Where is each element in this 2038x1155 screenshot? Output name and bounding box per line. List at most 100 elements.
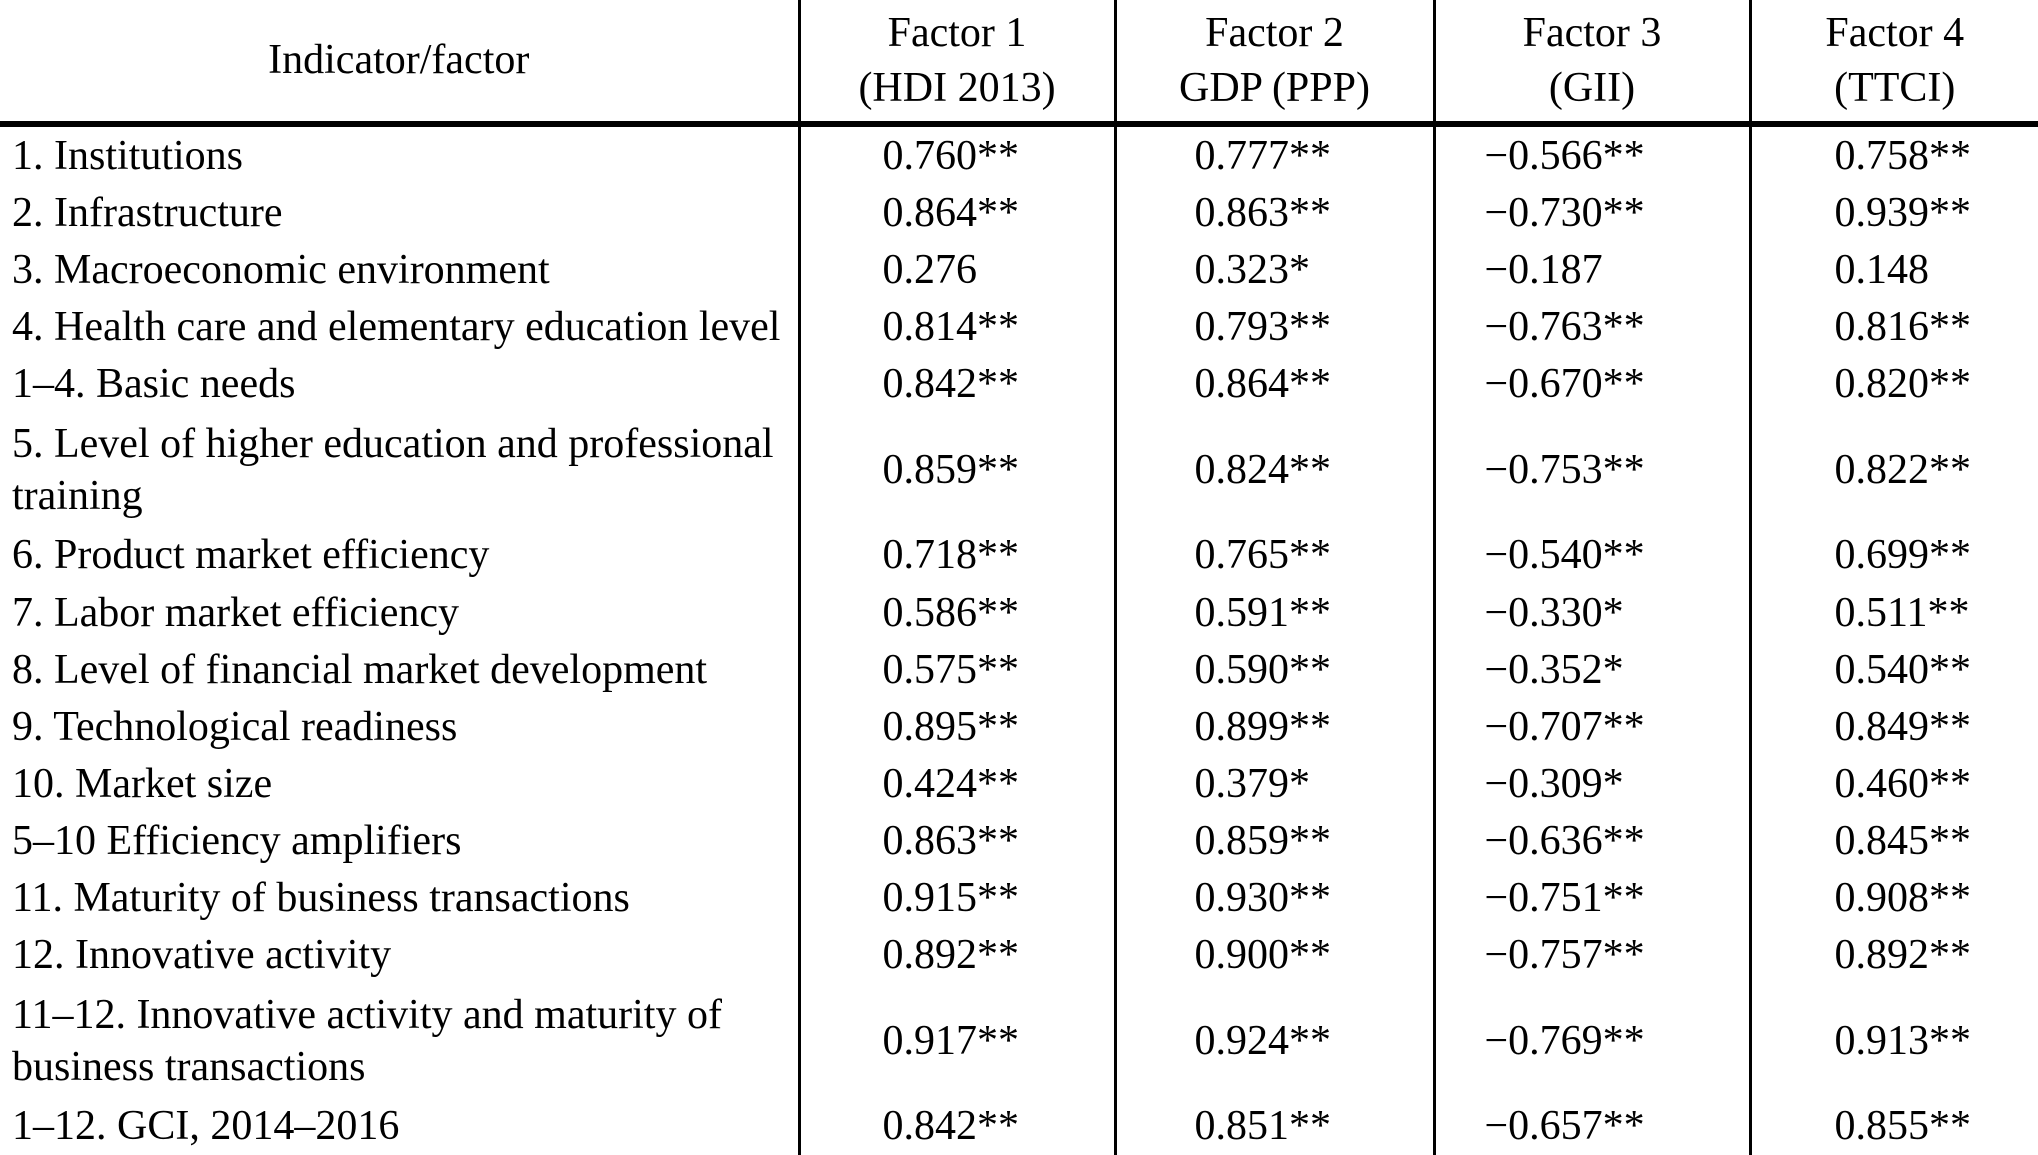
cell-value: 0.824**: [1113, 412, 1434, 527]
cell-value: 0.814**: [797, 298, 1115, 356]
cell-value: −0.757**: [1432, 926, 1750, 984]
row-label: 1–12. GCI, 2014–2016: [12, 1103, 400, 1150]
cell-value: 0.863**: [797, 812, 1115, 870]
cell-value: 0.777**: [1113, 124, 1434, 185]
cell-value: 0.855**: [1748, 1097, 2038, 1155]
cell-value: 0.276: [797, 241, 1115, 299]
header-indicator-factor: Indicator/factor: [0, 0, 799, 127]
row-label: 8. Level of financial market development: [12, 646, 708, 693]
table-row: 6. Product market efficiency 0.718** 0.765…: [0, 526, 2038, 585]
cell-value: 0.323*: [1113, 241, 1434, 299]
cell-value: 0.913**: [1748, 983, 2038, 1098]
cell-value: 0.892**: [1748, 926, 2038, 984]
cell-value: 0.822**: [1748, 412, 2038, 527]
table-row: 5–10 Efficiency amplifiers 0.863** 0.859**…: [0, 812, 2038, 870]
header-factor-1-line2: (HDI 2013): [858, 64, 1056, 111]
cell-value: 0.895**: [797, 698, 1115, 756]
row-label: 12. Innovative activity: [12, 932, 392, 979]
cell-value: −0.730**: [1432, 184, 1750, 242]
cell-value: 0.924**: [1113, 983, 1434, 1098]
header-factor-2: Factor 2 GDP (PPP): [1113, 0, 1434, 127]
cell-value: 0.820**: [1748, 355, 2038, 413]
header-factor-4-line1: Factor 4: [1825, 9, 1965, 56]
header-row: Indicator/factor Factor 1 (HDI 2013) Fac…: [0, 0, 2038, 127]
cell-value: −0.636**: [1432, 812, 1750, 870]
cell-value: 0.379*: [1113, 755, 1434, 813]
header-factor-3-line2: (GII): [1548, 64, 1636, 111]
cell-value: −0.769**: [1432, 983, 1750, 1098]
cell-value: −0.330*: [1432, 584, 1750, 642]
cell-value: −0.657**: [1432, 1097, 1750, 1155]
cell-value: 0.892**: [797, 926, 1115, 984]
cell-value: 0.900**: [1113, 926, 1434, 984]
table-header: Indicator/factor Factor 1 (HDI 2013) Fac…: [0, 0, 2038, 127]
cell-value: 0.590**: [1113, 641, 1434, 699]
row-label: 1. Institutions: [12, 132, 244, 179]
cell-value: 0.575**: [797, 641, 1115, 699]
cell-value: −0.566**: [1432, 124, 1750, 185]
cell-value: −0.352*: [1432, 641, 1750, 699]
cell-value: 0.849**: [1748, 698, 2038, 756]
table-row: 11–12. Innovative activity and maturity …: [0, 983, 2038, 1098]
row-label: 1–4. Basic needs: [12, 361, 296, 408]
table-row: 8. Level of financial market development…: [0, 641, 2038, 699]
row-label: 11. Maturity of business transactions: [12, 875, 630, 922]
cell-value: 0.899**: [1113, 698, 1434, 756]
row-label: 7. Labor market efficiency: [12, 589, 460, 636]
cell-value: 0.586**: [797, 584, 1115, 642]
header-factor-1-line1: Factor 1: [887, 9, 1027, 56]
row-label: 9. Technological readiness: [12, 703, 458, 750]
cell-value: 0.915**: [797, 869, 1115, 927]
cell-value: 0.842**: [797, 355, 1115, 413]
cell-value: 0.460**: [1748, 755, 2038, 813]
table-row: 11. Maturity of business transactions 0.9…: [0, 869, 2038, 927]
table-row: 3. Macroeconomic environment 0.276 0.323* −…: [0, 241, 2038, 299]
table-row: 10. Market size 0.424** 0.379* −0.309* 0.460…: [0, 755, 2038, 813]
cell-value: 0.758**: [1748, 124, 2038, 185]
cell-value: 0.511**: [1748, 584, 2038, 642]
cell-value: 0.148: [1748, 241, 2038, 299]
header-factor-4-line2: (TTCI): [1834, 64, 1956, 111]
table-row: 1. Institutions 0.760** 0.777** −0.566** 0.7…: [0, 124, 2038, 185]
cell-value: 0.908**: [1748, 869, 2038, 927]
cell-value: −0.540**: [1432, 526, 1750, 585]
table-row: 5. Level of higher education and profess…: [0, 412, 2038, 527]
row-label: 4. Health care and elementary education …: [12, 304, 781, 351]
cell-value: 0.930**: [1113, 869, 1434, 927]
table-row: 1–12. GCI, 2014–2016 0.842** 0.851** −0.657…: [0, 1097, 2038, 1155]
header-factor-3: Factor 3 (GII): [1432, 0, 1750, 127]
cell-value: 0.793**: [1113, 298, 1434, 356]
row-label: 3. Macroeconomic environment: [12, 247, 550, 294]
cell-value: 0.864**: [797, 184, 1115, 242]
cell-value: −0.763**: [1432, 298, 1750, 356]
row-label: 5–10 Efficiency amplifiers: [12, 817, 462, 864]
row-label: 6. Product market efficiency: [12, 532, 490, 579]
cell-value: −0.187: [1432, 241, 1750, 299]
table-row: 4. Health care and elementary education …: [0, 298, 2038, 356]
cell-value: 0.540**: [1748, 641, 2038, 699]
cell-value: 0.424**: [797, 755, 1115, 813]
header-factor-2-line1: Factor 2: [1205, 9, 1344, 56]
table-body: 1. Institutions 0.760** 0.777** −0.566** 0.7…: [0, 124, 2038, 1155]
cell-value: −0.309*: [1432, 755, 1750, 813]
cell-value: 0.760**: [797, 124, 1115, 185]
table-row: 1–4. Basic needs 0.842** 0.864** −0.670** 0.…: [0, 355, 2038, 413]
header-factor-4: Factor 4 (TTCI): [1748, 0, 2038, 127]
cell-value: 0.718**: [797, 526, 1115, 585]
cell-value: 0.859**: [797, 412, 1115, 527]
cell-value: 0.591**: [1113, 584, 1434, 642]
cell-value: −0.670**: [1432, 355, 1750, 413]
header-factor-1: Factor 1 (HDI 2013): [797, 0, 1115, 127]
table-row: 7. Labor market efficiency 0.586** 0.591**…: [0, 584, 2038, 642]
cell-value: −0.751**: [1432, 869, 1750, 927]
cell-value: 0.845**: [1748, 812, 2038, 870]
cell-value: 0.859**: [1113, 812, 1434, 870]
row-label: 2. Infrastructure: [12, 189, 283, 236]
row-label: 5. Level of higher education and profess…: [12, 420, 774, 519]
header-factor-3-line1: Factor 3: [1522, 9, 1662, 56]
cell-value: 0.699**: [1748, 526, 2038, 585]
cell-value: 0.863**: [1113, 184, 1434, 242]
header-factor-2-line2: GDP (PPP): [1178, 64, 1370, 111]
